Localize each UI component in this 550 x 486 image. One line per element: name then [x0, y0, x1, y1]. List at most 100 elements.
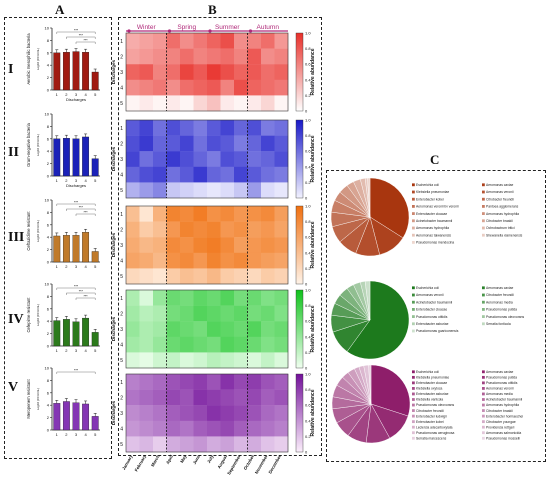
bar-y-unit-label: Log10 (CFU/mL) — [36, 48, 40, 70]
heatmap-cell — [193, 268, 208, 285]
heatmap-cell — [126, 290, 140, 306]
pie-legend-label: Aeromonas hydrophila — [486, 403, 519, 407]
heatmap-cell — [126, 33, 140, 49]
heatmap-cell — [166, 79, 181, 96]
heatmap-cell — [247, 182, 262, 199]
heatmap-cell — [166, 352, 181, 369]
heatmap-cell — [153, 135, 167, 152]
heatmap-cell — [126, 221, 140, 238]
season-label: Autumn — [257, 24, 280, 31]
heatmap-cell — [234, 252, 248, 269]
significance-stars: *** — [79, 290, 84, 294]
heatmap-cell — [261, 79, 275, 96]
pie-legend-label: Enterobacter cloacae — [416, 212, 447, 216]
bar-category-label: 4 — [84, 264, 87, 269]
heatmap-cell — [261, 374, 275, 390]
heatmap-row-label: 4 — [120, 86, 123, 92]
heatmap-border — [125, 205, 289, 285]
colorbar — [295, 205, 304, 285]
heatmap-cell — [193, 305, 208, 322]
colorbar-tick-label: 0.4 — [305, 418, 311, 423]
pie-legend-label: Pseudomonas putida — [486, 376, 517, 380]
bar — [62, 138, 70, 177]
heatmap-cell — [180, 336, 194, 353]
pie-legend-label: Acinetobacter baumannii — [416, 219, 453, 223]
heatmap-cell — [139, 321, 154, 337]
heatmap-cell — [234, 221, 248, 238]
heatmap-cell — [139, 268, 154, 285]
bar-category-label: 5 — [94, 432, 97, 437]
significance-stars: *** — [74, 369, 79, 373]
heatmap-cell — [193, 48, 208, 65]
heatmap-row-label: 2 — [120, 311, 123, 317]
pie-legend-label: Serratia fonticola — [486, 322, 511, 326]
heatmap-cell — [234, 79, 248, 96]
heatmap-row-label: 1 — [120, 380, 123, 386]
pie-legend-swatch — [412, 431, 415, 435]
colorbar-tick-label: 0.4 — [305, 334, 311, 339]
panel-b-frame — [118, 17, 322, 456]
heatmap-cell — [166, 33, 181, 49]
heatmap-cell — [234, 268, 248, 285]
heatmap-row-label: 4 — [120, 343, 123, 349]
heatmap-cell — [274, 374, 289, 390]
heatmap-cell — [193, 237, 208, 253]
colorbar-label: Relative abundance — [310, 48, 316, 95]
heatmap-cell — [193, 336, 208, 353]
significance-stars: *** — [84, 211, 89, 215]
heatmap-row-label: 2 — [120, 395, 123, 401]
heatmap-cell — [126, 420, 140, 437]
heatmap-cell — [126, 206, 140, 222]
bar-y-tick-label: 4 — [47, 403, 50, 408]
heatmap-cell — [139, 221, 154, 238]
bar — [72, 321, 80, 347]
pie-legend-swatch — [412, 392, 415, 396]
pie-legend-swatch — [482, 315, 485, 318]
bar — [62, 235, 70, 263]
heatmap-cell — [193, 374, 208, 390]
heatmap-row-label: 2 — [120, 141, 123, 147]
heatmap-cell — [274, 352, 289, 369]
bar-y-tick-label: 0 — [47, 260, 50, 265]
heatmap-cell — [180, 95, 194, 112]
pie-legend-swatch — [482, 414, 485, 418]
bar-y-tick-label: 8 — [47, 378, 50, 383]
heatmap-cell — [153, 352, 167, 369]
bar-y-tick-label: 4 — [47, 235, 50, 240]
colorbar-tick-label: 1.0 — [305, 31, 311, 36]
significance-bracket — [66, 36, 96, 39]
heatmap-cell — [247, 135, 262, 152]
pie-legend-label: Aeromonas caviae — [486, 286, 513, 290]
heatmap-cell — [207, 290, 221, 306]
bar-y-label: Meropenem resistant — [26, 379, 31, 419]
heatmap-cell — [220, 321, 235, 337]
significance-bracket — [75, 41, 96, 44]
heatmap-cell — [126, 120, 140, 136]
pie-legend-label: Pseudomonas otitidis — [486, 381, 518, 385]
heatmap-cell — [180, 436, 194, 453]
pie-legend-swatch — [482, 286, 485, 290]
heatmap-cell — [153, 221, 167, 238]
bar — [53, 138, 61, 177]
heatmap-cell — [234, 405, 248, 421]
heatmap-cell — [193, 33, 208, 49]
heatmap-cell — [247, 120, 262, 136]
row-label-4: IV — [8, 312, 24, 327]
heatmap-cell — [153, 420, 167, 437]
heatmap-cell — [234, 290, 248, 306]
heatmap-cell — [220, 305, 235, 322]
heatmap-cell — [247, 405, 262, 421]
heatmap-cell — [153, 305, 167, 322]
heatmap-cell — [220, 336, 235, 353]
bar-y-tick-label: 0 — [47, 88, 50, 93]
heatmap-cell — [207, 352, 221, 369]
heatmap-cell — [126, 268, 140, 285]
heatmap-cell — [220, 79, 235, 96]
significance-stars: *** — [74, 29, 79, 33]
heatmap-cell — [207, 252, 221, 269]
bar-y-label: Ceftazidime resistant — [26, 211, 31, 251]
heatmap-row-label: 3 — [120, 411, 123, 417]
heatmap-cell — [139, 237, 154, 253]
pie-legend-label: Enterobacter asburiae — [416, 392, 449, 396]
colorbar-label: Relative abundance — [310, 221, 316, 268]
